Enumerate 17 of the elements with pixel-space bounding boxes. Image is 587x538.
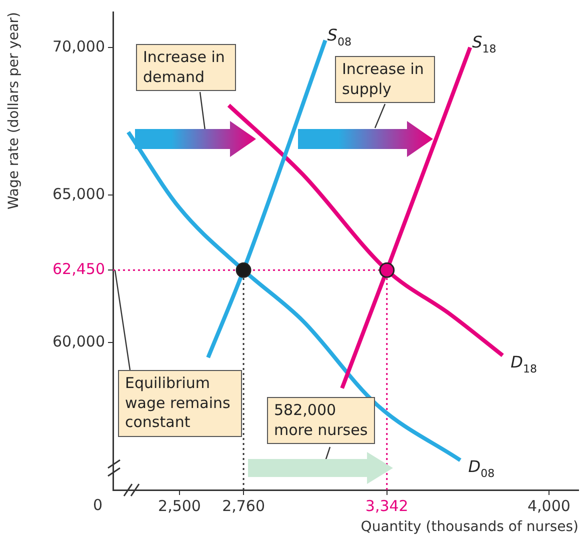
line-series <box>126 130 462 462</box>
x-axis-title: Quantity (thousands of nurses) <box>360 519 578 536</box>
x-tick-label: 2,500 <box>158 496 201 515</box>
y-tick-label: 65,000 <box>52 184 105 203</box>
text: 0 <box>93 496 103 514</box>
x-tick-label: 2,760 <box>222 496 266 515</box>
annotation: Equilibrium wage remains constant <box>118 370 242 436</box>
y-tick-label: 60,000 <box>52 332 105 350</box>
x-tick-label: 4,000 <box>527 496 570 515</box>
y-tick-label: 70,000 <box>52 37 105 56</box>
x-tick-label: 3,342 <box>365 496 408 515</box>
line-series <box>226 103 505 358</box>
annotation: Increase in demand <box>136 44 236 91</box>
annotation: Increase in supply <box>335 56 435 103</box>
annotation: 582,000 more nurses <box>267 397 375 444</box>
y-axis-title: Wage rate (dollars per year) <box>6 12 22 210</box>
y-tick-label: 62,450 <box>52 260 105 278</box>
